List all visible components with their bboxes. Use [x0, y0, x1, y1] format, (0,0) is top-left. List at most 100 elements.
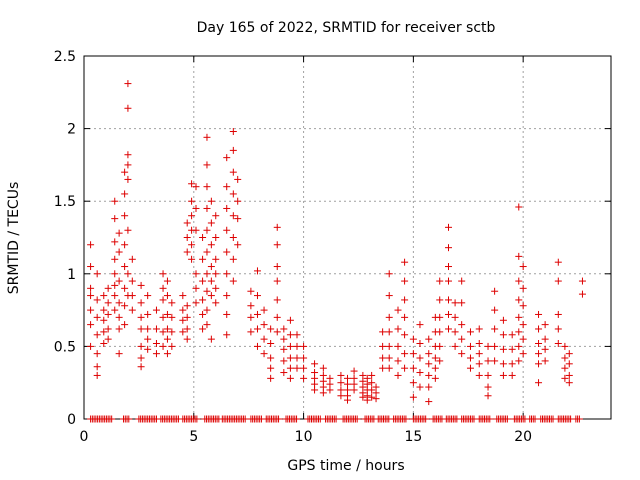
- data-point: [137, 363, 145, 371]
- data-point: [359, 393, 367, 401]
- data-point: [124, 226, 132, 234]
- data-point: [561, 374, 569, 382]
- data-point: [212, 212, 220, 220]
- data-point: [535, 360, 543, 368]
- data-point: [519, 335, 527, 343]
- data-point: [401, 277, 409, 285]
- data-point: [280, 357, 288, 365]
- data-point: [458, 277, 466, 285]
- data-point: [293, 331, 301, 339]
- data-point: [121, 212, 129, 220]
- data-point: [192, 204, 200, 212]
- data-point: [286, 354, 294, 362]
- data-point: [207, 241, 215, 249]
- data-point: [475, 325, 483, 333]
- x-tick-label: 0: [80, 429, 89, 445]
- data-point: [87, 321, 95, 329]
- data-point: [137, 313, 145, 321]
- data-point: [168, 313, 176, 321]
- data-point: [515, 328, 523, 336]
- data-point: [124, 151, 132, 159]
- data-point: [515, 277, 523, 285]
- data-point: [409, 393, 417, 401]
- data-point: [137, 354, 145, 362]
- zero-value-points: [120, 415, 133, 423]
- data-point: [535, 325, 543, 333]
- data-point: [416, 369, 424, 377]
- data-point: [152, 325, 160, 333]
- data-point: [203, 270, 211, 278]
- data-point: [111, 215, 119, 223]
- data-point: [203, 248, 211, 256]
- data-point: [484, 371, 492, 379]
- x-tick-label: 15: [404, 429, 422, 445]
- data-point: [311, 386, 319, 394]
- data-point: [508, 360, 516, 368]
- data-point: [273, 263, 281, 271]
- data-point: [229, 234, 237, 241]
- data-point: [128, 255, 136, 263]
- data-point: [425, 335, 433, 343]
- data-point: [179, 316, 187, 324]
- data-point: [565, 350, 573, 358]
- data-point: [93, 313, 101, 321]
- data-point: [229, 255, 237, 263]
- data-point: [491, 357, 499, 365]
- data-point: [203, 204, 211, 212]
- data-point: [565, 360, 573, 368]
- data-point: [561, 342, 569, 350]
- x-tick-label: 10: [295, 429, 313, 445]
- zero-value-points: [537, 415, 557, 423]
- x-tick-label: 5: [189, 429, 198, 445]
- data-point: [561, 354, 569, 362]
- zero-value-points: [339, 415, 361, 423]
- data-point: [253, 342, 261, 350]
- data-point: [445, 325, 453, 333]
- data-point: [416, 383, 424, 391]
- data-point: [499, 331, 507, 339]
- y-tick-label: 2: [67, 122, 76, 138]
- zero-value-points: [554, 415, 575, 423]
- data-point: [273, 296, 281, 304]
- data-point: [300, 374, 308, 382]
- data-point: [253, 325, 261, 333]
- data-point: [152, 306, 160, 314]
- data-point: [144, 292, 152, 300]
- data-point: [121, 284, 129, 292]
- data-point: [475, 350, 483, 358]
- data-point: [409, 335, 417, 343]
- zero-value-points: [322, 415, 340, 423]
- data-point: [350, 367, 358, 375]
- zero-value-points: [157, 415, 182, 423]
- data-point: [541, 335, 549, 343]
- data-point: [401, 313, 409, 321]
- data-point: [144, 345, 152, 353]
- data-point: [229, 212, 237, 220]
- data-point: [192, 270, 200, 278]
- data-point: [104, 310, 112, 318]
- data-point: [436, 328, 444, 336]
- data-point: [229, 128, 237, 136]
- data-point: [394, 342, 402, 350]
- data-point: [247, 313, 255, 321]
- data-point: [144, 335, 152, 343]
- data-point: [159, 313, 167, 321]
- data-point: [163, 335, 171, 343]
- data-point: [100, 339, 108, 347]
- data-point: [247, 302, 255, 310]
- data-point: [207, 292, 215, 300]
- data-point: [508, 371, 516, 379]
- axis-ticks: 0 0.5 1 1.5 2 2.5 0 5 10 15 20: [54, 49, 611, 445]
- data-point: [475, 371, 483, 379]
- data-point: [368, 393, 376, 401]
- data-point: [199, 234, 207, 241]
- y-tick-label: 2.5: [54, 49, 76, 65]
- data-point: [115, 325, 123, 333]
- data-point: [104, 299, 112, 307]
- data-point: [253, 292, 261, 300]
- data-point: [223, 248, 231, 256]
- data-point: [554, 339, 562, 347]
- y-tick-label: 1.5: [54, 194, 76, 210]
- data-point: [87, 263, 95, 271]
